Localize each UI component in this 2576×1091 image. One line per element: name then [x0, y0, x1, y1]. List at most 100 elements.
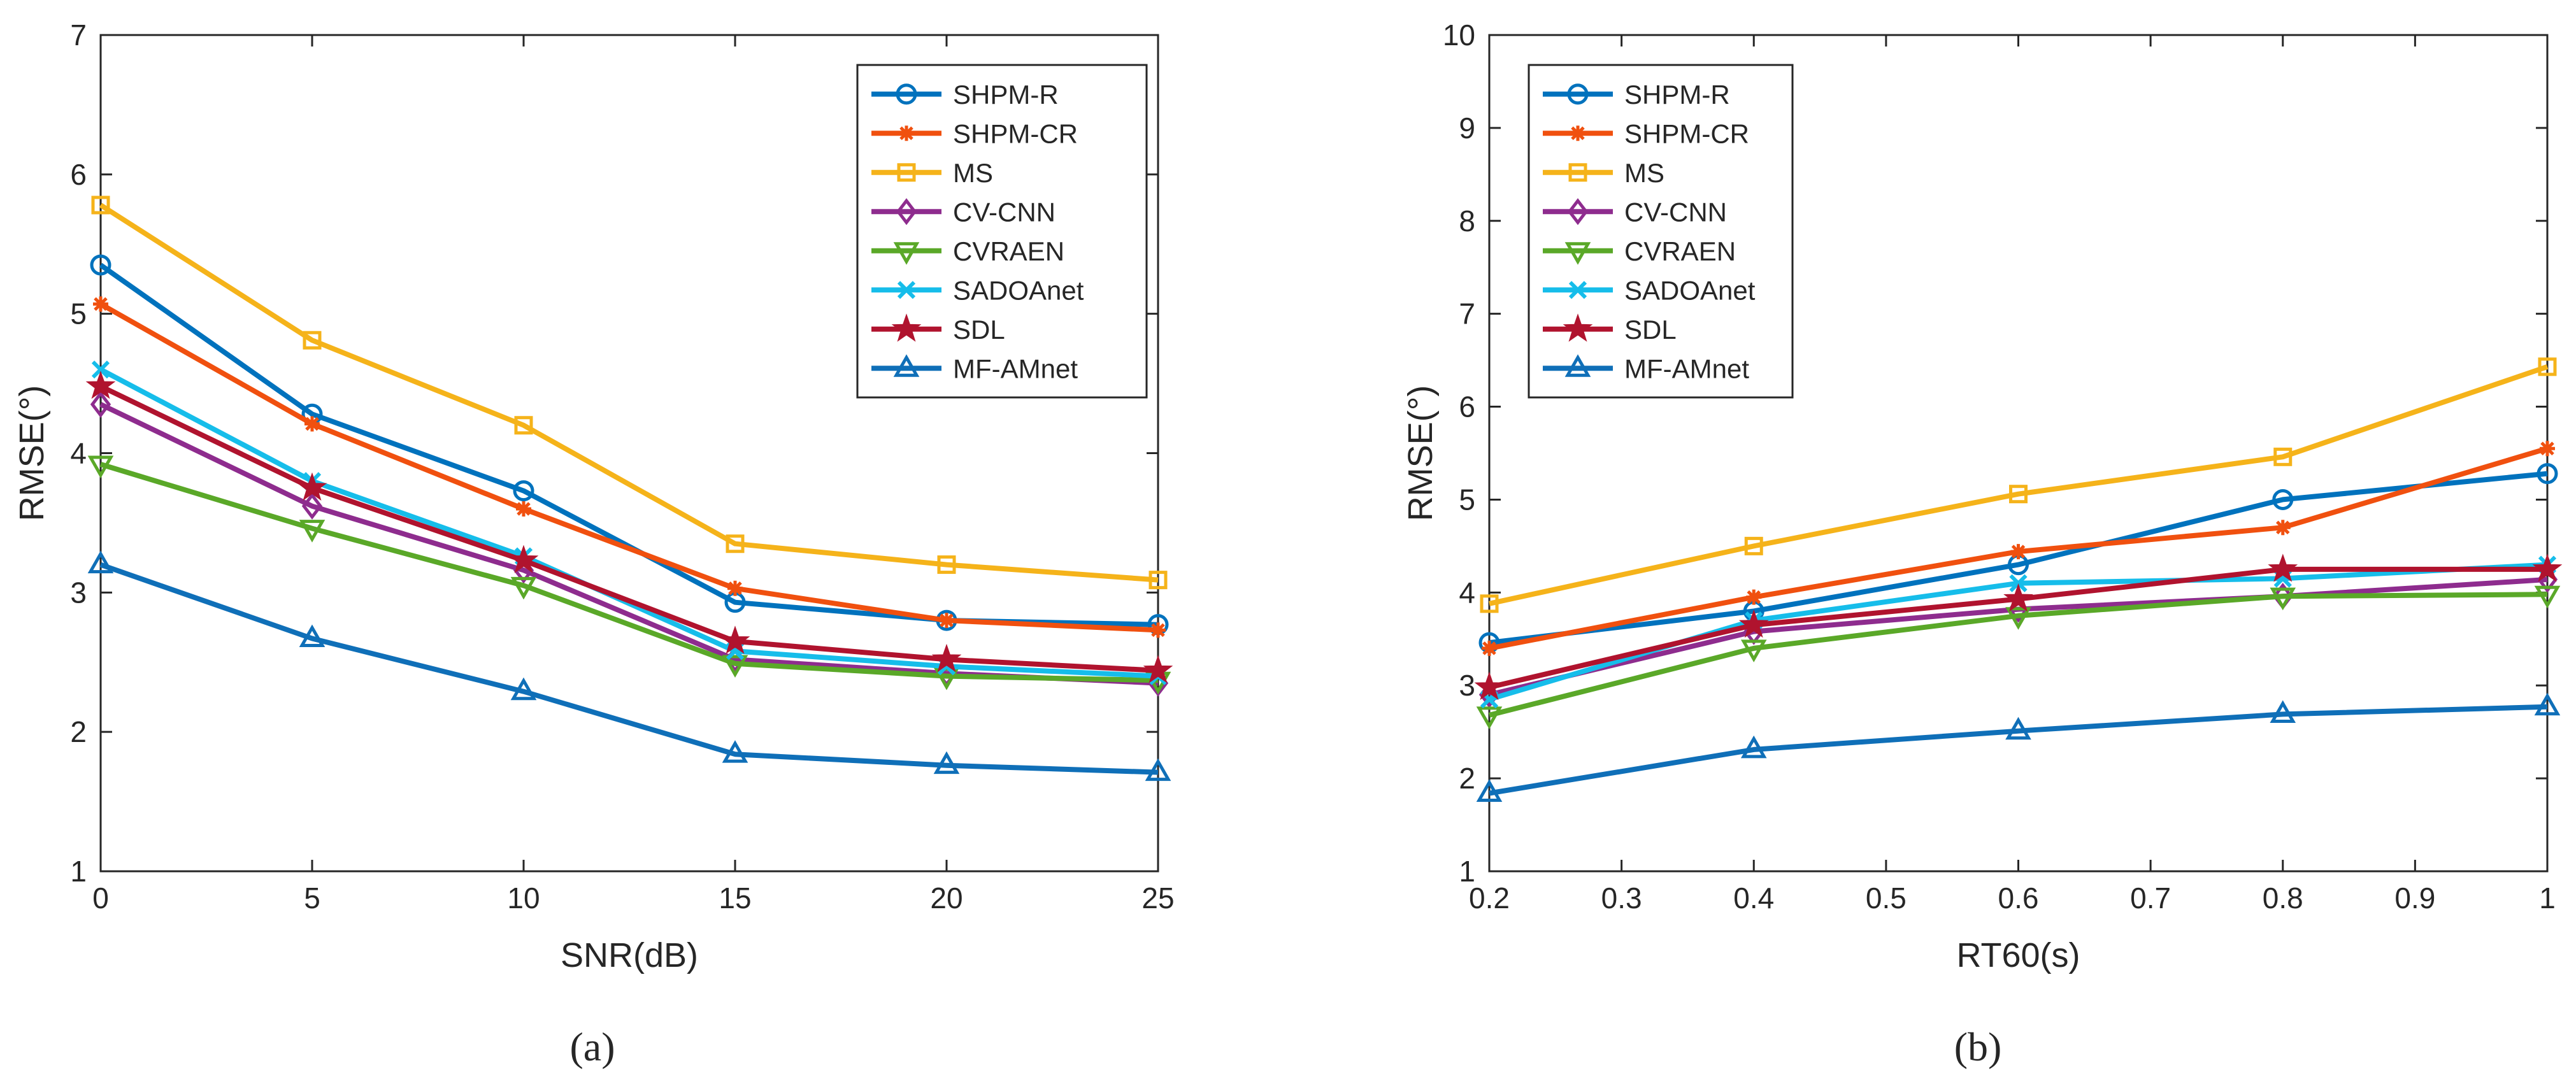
data-point-sdl	[1474, 671, 1505, 701]
series-ms	[91, 196, 1168, 590]
data-point-cv-cnn	[301, 492, 323, 520]
x-tick-label: 25	[1141, 881, 1174, 915]
legend-marker	[1567, 83, 1589, 105]
series-sdl	[1474, 553, 2563, 701]
series-line-mf-amnet	[99, 562, 1159, 775]
y-tick-label: 1	[1459, 855, 1475, 888]
legend-item-cv-cnn: CV-CNN	[871, 197, 1055, 227]
data-point-cvraen	[510, 576, 537, 600]
data-point-shpm-r	[513, 480, 534, 502]
data-point-mf-amnet	[722, 740, 748, 763]
legend-marker	[1564, 242, 1591, 265]
y-tick-label: 4	[70, 437, 87, 470]
y-tick-label: 3	[70, 576, 87, 609]
x-tick-label: 20	[930, 881, 962, 915]
legend-marker	[1570, 125, 1585, 141]
data-point-mf-amnet	[299, 624, 326, 648]
series-line-sadoanet	[99, 367, 1159, 679]
x-tick-label: 0.8	[2263, 881, 2303, 915]
legend-item-shpm-r: SHPM-R	[1543, 80, 1730, 110]
legend-label: MS	[953, 158, 993, 188]
data-point-shpm-cr	[2275, 520, 2291, 536]
data-point-ms	[1480, 594, 1499, 613]
data-point-sdl	[2003, 583, 2033, 612]
x-axis-label: RT60(s)	[1956, 936, 2080, 974]
data-point-sdl	[931, 643, 962, 673]
series-line-ms	[99, 203, 1159, 583]
legend-item-sadoanet: SADOAnet	[1543, 275, 1756, 305]
y-tick-label: 7	[1459, 297, 1475, 331]
legend-label: SHPM-CR	[953, 118, 1078, 148]
data-point-cvraen	[299, 520, 326, 543]
x-tick-label: 1	[2539, 881, 2556, 915]
legend-label: SHPM-CR	[1624, 118, 1749, 148]
data-point-mf-amnet	[933, 751, 960, 774]
data-point-shpm-cr	[2010, 544, 2026, 560]
legend-marker	[893, 242, 920, 265]
data-point-sadoanet	[91, 360, 110, 379]
x-tick-label: 0.5	[1866, 881, 1907, 915]
series-sdl	[85, 370, 1173, 683]
legend-marker	[1568, 163, 1587, 182]
data-point-shpm-cr	[1150, 622, 1166, 638]
y-axis-label: RMSE(°)	[13, 385, 51, 522]
data-point-shpm-cr	[2540, 441, 2555, 457]
legend-item-cv-cnn: CV-CNN	[1543, 197, 1727, 227]
y-tick-label: 3	[1459, 669, 1475, 702]
legend-item-sadoanet: SADOAnet	[871, 275, 1084, 305]
y-tick-label: 5	[1459, 483, 1475, 516]
legend-label: SADOAnet	[1624, 275, 1756, 305]
legend-item-shpm-r: SHPM-R	[871, 80, 1059, 110]
data-point-shpm-r	[90, 254, 111, 276]
series-line-shpm-r	[1489, 471, 2548, 646]
data-point-ms	[303, 331, 322, 350]
legend-marker	[1563, 313, 1593, 342]
y-axis-label: RMSE(°)	[1401, 385, 1440, 522]
legend-label: MF-AMnet	[953, 353, 1078, 383]
data-point-shpm-cr	[727, 580, 743, 596]
data-point-mf-amnet	[1145, 758, 1171, 781]
legend-label: CV-CNN	[953, 197, 1055, 227]
legend-label: CVRAEN	[1624, 236, 1736, 266]
data-point-cvraen	[1476, 706, 1503, 729]
data-point-sdl	[720, 625, 750, 654]
legend-label: CV-CNN	[1624, 197, 1727, 227]
data-point-shpm-r	[2537, 463, 2558, 485]
y-tick-label: 6	[1459, 390, 1475, 424]
series-mf-amnet	[1476, 692, 2561, 802]
legend: SHPM-R SHPM-CR MS CV-CNN CVRAEN SADOAnet SDL MF…	[1528, 64, 1794, 399]
x-axis-label: SNR(dB)	[561, 936, 698, 974]
legend-item-mf-amnet: MF-AMnet	[871, 353, 1078, 383]
legend-marker	[896, 198, 917, 225]
chart-panel-b: 0.2 0.3 0.4 0.5 0.6 0.7 0.8 0.9 1 1 2 3 4 5 6 7 8 9 10 RT60…	[1401, 18, 2563, 1069]
data-point-shpm-cr	[304, 416, 320, 432]
legend-marker	[1568, 281, 1587, 299]
data-point-ms	[514, 416, 533, 435]
data-point-mf-amnet	[510, 677, 537, 701]
data-point-shpm-cr	[1482, 640, 1497, 656]
data-point-cvraen	[1740, 639, 1767, 662]
legend-marker	[896, 83, 917, 105]
panel-label-a: (a)	[569, 1024, 615, 1069]
data-point-sdl	[85, 370, 116, 399]
data-point-cvraen	[2005, 607, 2031, 630]
legend-label: MS	[1624, 158, 1664, 188]
series-line-cvraen	[99, 462, 1159, 683]
series-shpm-cr	[93, 296, 1166, 638]
x-tick-label: 15	[719, 881, 751, 915]
data-point-sdl	[2532, 553, 2563, 582]
series-ms	[1480, 357, 2557, 613]
data-point-cvraen	[2270, 587, 2296, 611]
data-point-shpm-cr	[93, 296, 108, 312]
data-point-sadoanet	[2009, 574, 2028, 592]
legend-label: MF-AMnet	[1624, 353, 1749, 383]
data-point-mf-amnet	[1740, 735, 1767, 759]
legend-marker	[1567, 198, 1589, 225]
legend-box	[856, 64, 1148, 399]
legend-marker	[1564, 354, 1591, 377]
data-point-shpm-cr	[516, 501, 531, 517]
data-point-cv-cnn	[90, 390, 111, 418]
y-tick-label: 7	[70, 18, 87, 52]
data-point-ms	[2538, 357, 2557, 376]
